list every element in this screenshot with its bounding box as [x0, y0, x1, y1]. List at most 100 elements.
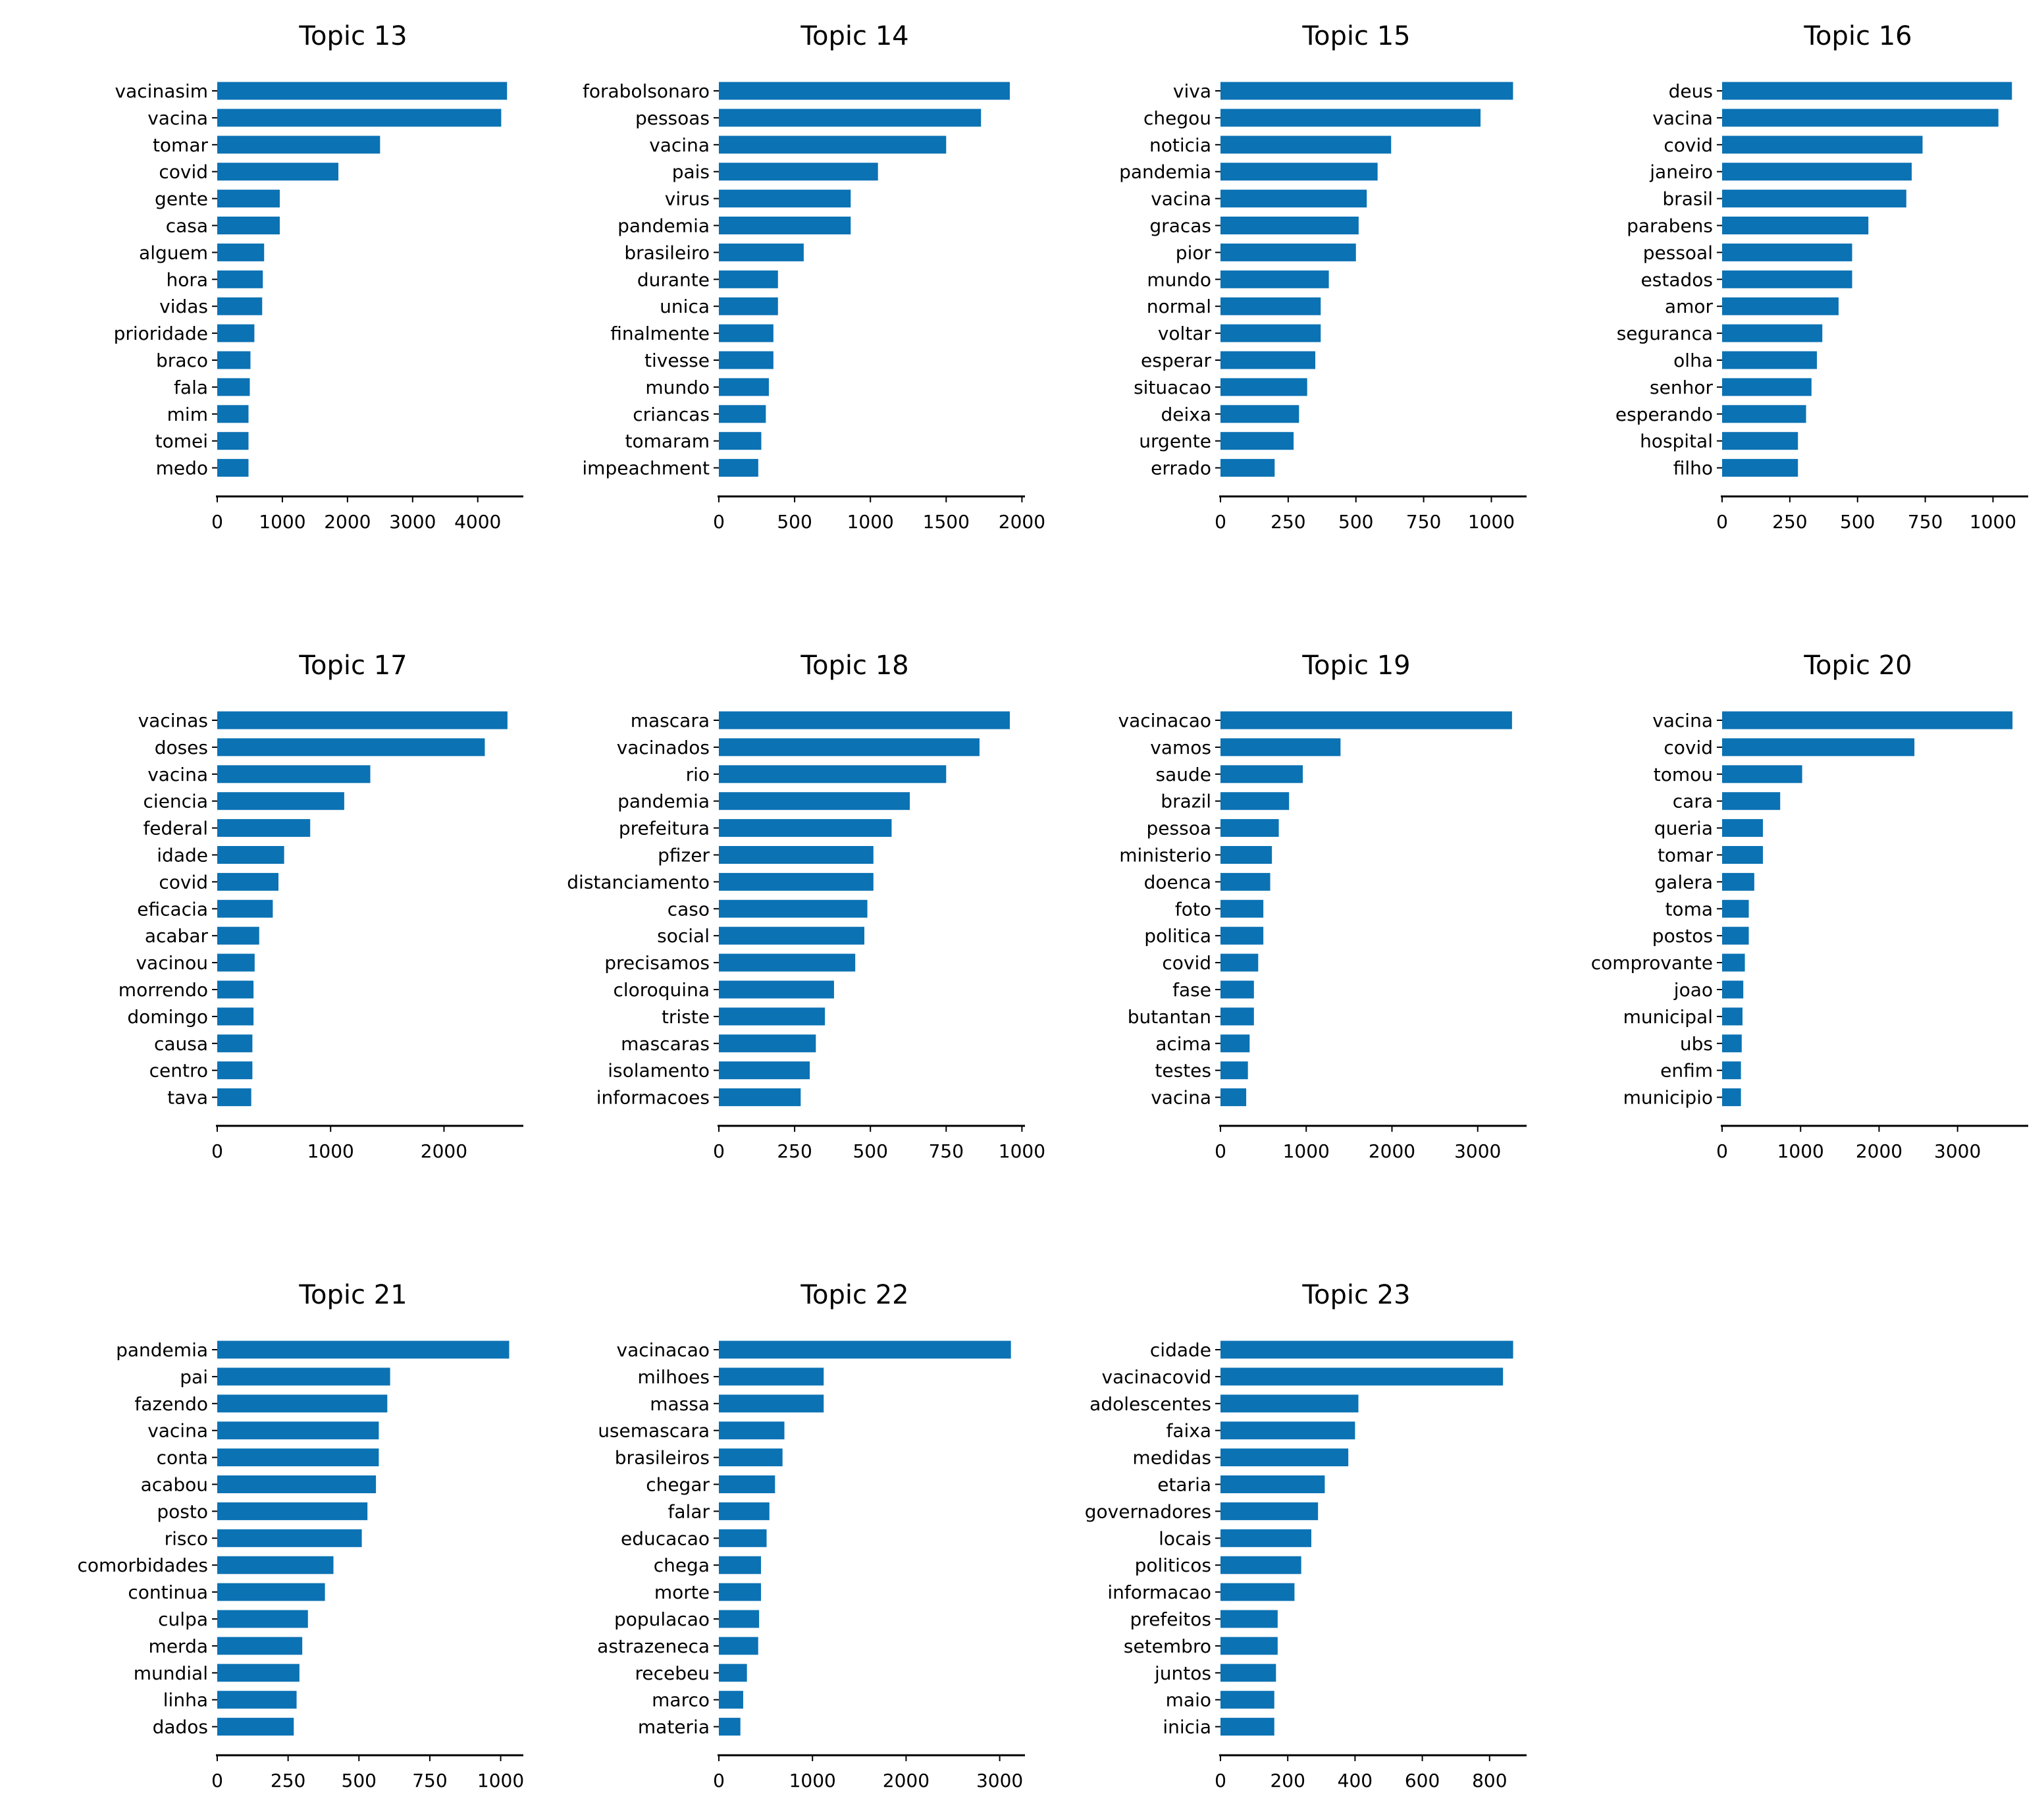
- bar: [217, 1034, 253, 1053]
- bar: [1220, 980, 1254, 999]
- category-label: social: [657, 925, 710, 947]
- bar: [1722, 765, 1802, 783]
- bar: [1220, 163, 1378, 181]
- x-tick-label: 3000: [389, 511, 436, 533]
- category-label: virus: [665, 188, 710, 210]
- bar: [1722, 1088, 1741, 1107]
- bar: [1722, 270, 1852, 288]
- bar: [719, 980, 834, 999]
- category-label: juntos: [1154, 1662, 1211, 1684]
- bar: [719, 765, 947, 783]
- bar: [719, 351, 773, 369]
- category-label: ciencia: [144, 791, 208, 812]
- bar: [1722, 378, 1812, 396]
- chart-title: Topic 15: [1301, 21, 1410, 51]
- category-label: finalmente: [610, 323, 710, 344]
- bar: [1220, 926, 1264, 945]
- x-tick-label: 250: [777, 1140, 812, 1162]
- x-tick-label: 1000: [477, 1770, 524, 1791]
- x-tick-label: 2000: [1369, 1140, 1415, 1162]
- bar: [719, 136, 947, 154]
- bar: [719, 432, 762, 450]
- category-label: vacina: [147, 764, 208, 785]
- bar: [719, 1556, 761, 1574]
- category-label: acima: [1155, 1033, 1211, 1055]
- category-label: pandemia: [116, 1339, 208, 1361]
- category-label: vamos: [1150, 737, 1211, 758]
- bar: [719, 899, 868, 918]
- x-tick-label: 2000: [1856, 1140, 1902, 1162]
- category-label: tomar: [1658, 845, 1714, 866]
- category-label: pandemia: [1119, 161, 1211, 183]
- category-label: mascaras: [621, 1033, 710, 1055]
- x-tick-label: 2000: [421, 1140, 467, 1162]
- bar: [1220, 1637, 1278, 1655]
- bar: [719, 270, 778, 288]
- bar: [1220, 872, 1271, 891]
- bar: [217, 765, 371, 783]
- x-tick-label: 1000: [999, 1140, 1045, 1162]
- bar: [217, 432, 249, 450]
- category-label: saude: [1156, 764, 1212, 785]
- category-label: errado: [1151, 458, 1211, 479]
- category-label: causa: [154, 1033, 208, 1055]
- bar: [217, 980, 254, 999]
- bar: [1220, 953, 1259, 972]
- chart-title: Topic 20: [1803, 650, 1912, 681]
- bar: [719, 1718, 741, 1736]
- topic-chart: Topic 18 mascara vacinados rio pandemia prefe…: [567, 650, 1045, 1162]
- x-tick-label: 1000: [1468, 511, 1515, 533]
- category-label: urgente: [1139, 431, 1211, 452]
- category-label: chegou: [1143, 107, 1211, 129]
- x-tick-label: 1500: [923, 511, 970, 533]
- bar: [1220, 1007, 1254, 1026]
- bar: [719, 926, 864, 945]
- x-tick-label: 250: [1772, 511, 1807, 533]
- bar: [719, 1007, 825, 1026]
- category-label: isolamento: [608, 1060, 710, 1082]
- bar: [719, 163, 878, 181]
- category-label: pandemia: [617, 215, 710, 237]
- topic-chart: Topic 15 viva chegou noticia pandemia vacina g…: [1119, 21, 1527, 533]
- bar: [217, 872, 278, 891]
- category-label: pais: [672, 161, 710, 183]
- category-label: mundial: [134, 1662, 208, 1684]
- category-label: gente: [155, 188, 208, 210]
- bar: [1722, 980, 1744, 999]
- category-label: brasileiros: [615, 1447, 710, 1469]
- bar: [1722, 217, 1869, 234]
- category-label: cidade: [1150, 1339, 1211, 1361]
- chart-title: Topic 23: [1301, 1280, 1410, 1310]
- bar: [217, 1556, 334, 1574]
- bar: [1722, 1007, 1743, 1026]
- bar: [217, 1529, 362, 1547]
- bar: [719, 819, 892, 837]
- category-label: comprovante: [1591, 952, 1713, 974]
- category-label: municipio: [1623, 1087, 1713, 1109]
- category-label: pessoa: [1147, 818, 1211, 839]
- bar: [217, 1061, 253, 1080]
- x-tick-label: 500: [1840, 511, 1875, 533]
- x-tick-label: 400: [1338, 1770, 1373, 1791]
- x-tick-label: 0: [211, 1770, 223, 1791]
- x-tick-label: 500: [852, 1140, 887, 1162]
- category-label: recebeu: [635, 1662, 710, 1684]
- category-label: materia: [638, 1716, 710, 1738]
- category-label: distanciamento: [567, 871, 710, 893]
- bar: [217, 217, 280, 234]
- x-tick-label: 0: [713, 1140, 725, 1162]
- category-label: precisamos: [604, 952, 710, 974]
- bar: [217, 953, 255, 972]
- bar: [1220, 1529, 1311, 1547]
- category-label: marco: [652, 1689, 710, 1711]
- bar: [1220, 819, 1279, 837]
- category-label: queria: [1654, 818, 1713, 839]
- bar: [1722, 351, 1818, 369]
- bar: [1722, 1061, 1741, 1080]
- category-label: vacina: [1151, 1087, 1211, 1109]
- x-tick-label: 1000: [1777, 1140, 1824, 1162]
- category-label: prioridade: [114, 323, 208, 344]
- category-label: culpa: [158, 1608, 208, 1630]
- bar: [719, 378, 769, 396]
- category-label: tomar: [153, 134, 209, 156]
